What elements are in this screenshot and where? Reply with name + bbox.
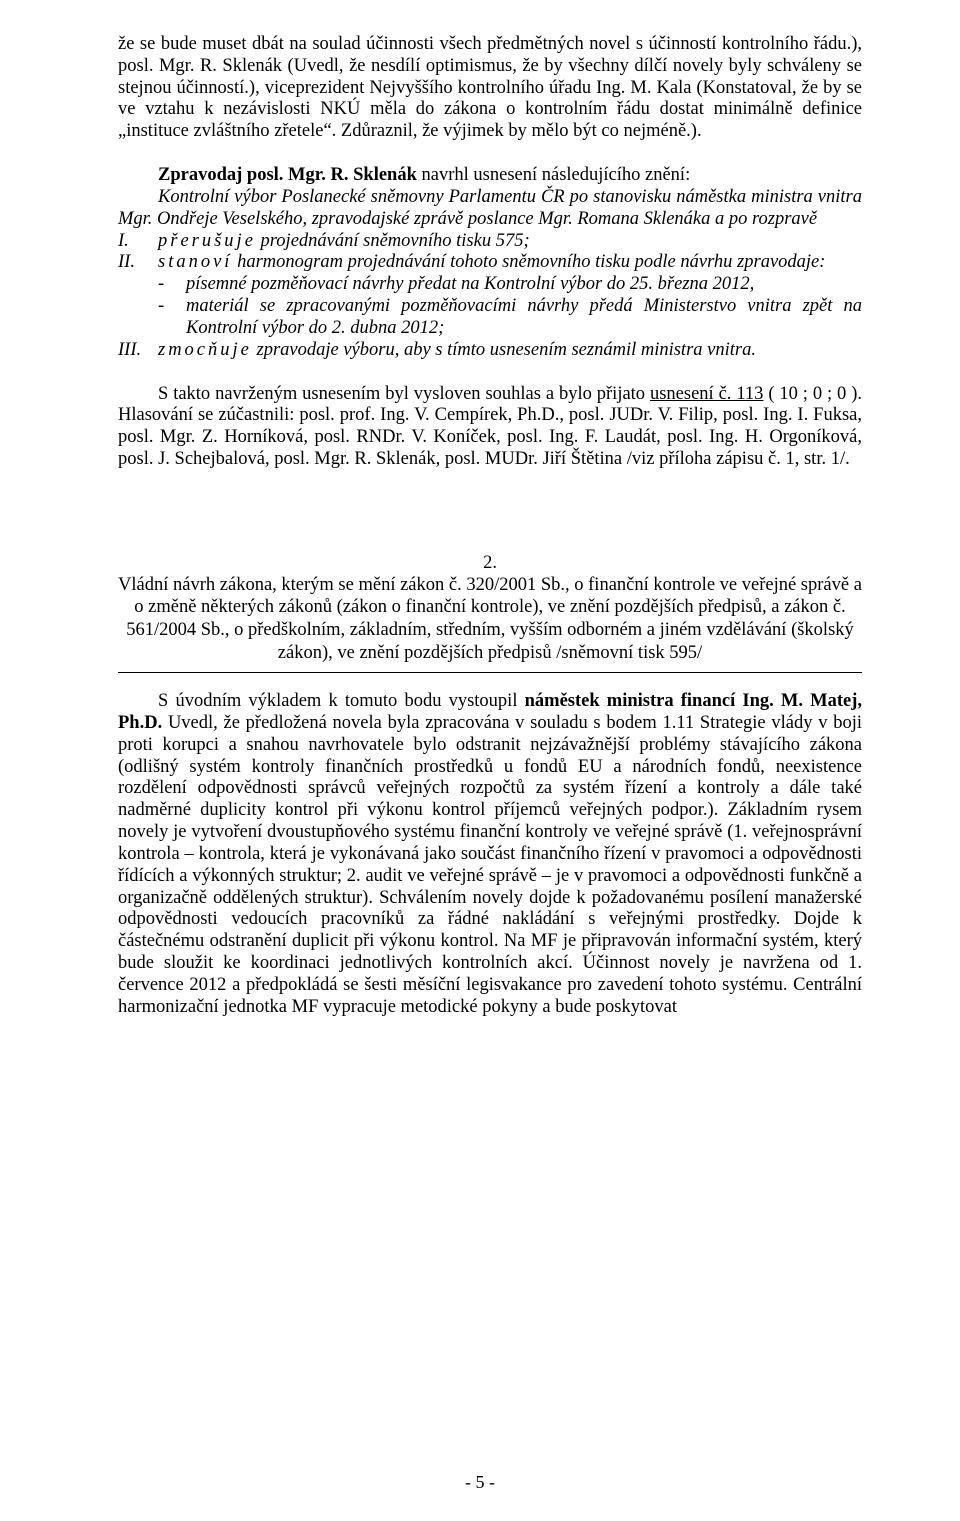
section-rule	[118, 672, 862, 673]
item-i-verb: přerušuje	[158, 231, 256, 251]
dash-icon: -	[158, 296, 186, 318]
zpravodaj-tail: navrhl usnesení následujícího znění:	[417, 165, 690, 185]
roman-ii: II.	[118, 252, 158, 274]
motion-item-i: I. přerušuje projednávání sněmovního tis…	[118, 231, 862, 253]
roman-iii: III.	[118, 340, 158, 362]
page-number: - 5 -	[0, 1472, 960, 1493]
section-2-title: Vládní návrh zákona, kterým se mění záko…	[118, 574, 862, 664]
item-iii-text: zpravodaje výboru, aby s tímto usnesením…	[252, 340, 756, 360]
bullet-1-text: písemné pozměňovací návrhy předat na Kon…	[186, 274, 862, 296]
bullet-2-text: materiál se zpracovanými pozměňovacími n…	[186, 296, 862, 340]
item-iii-body: zmocňuje zpravodaje výboru, aby s tímto …	[158, 340, 862, 362]
item-i-text: projednávání sněmovního tisku 575;	[256, 231, 530, 251]
item-iii-verb: zmocňuje	[158, 340, 252, 360]
motion-block: Zpravodaj posl. Mgr. R. Sklenák navrhl u…	[118, 165, 862, 361]
section-2-number: 2.	[118, 553, 862, 574]
dash-icon: -	[158, 274, 186, 296]
motion-item-ii-bullet-1: - písemné pozměňovací návrhy předat na K…	[158, 274, 862, 296]
adopt-lead: S takto navrženým usnesením byl vysloven…	[158, 384, 650, 404]
item-ii-verb: stanoví	[158, 252, 232, 272]
motion-item-iii: III. zmocňuje zpravodaje výboru, aby s t…	[118, 340, 862, 362]
zpravodaj-label: Zpravodaj posl. Mgr. R. Sklenák	[158, 165, 417, 185]
adoption-paragraph: S takto navrženým usnesením byl vysloven…	[118, 384, 862, 471]
adopt-us-label: usnesení č. 113	[650, 384, 763, 404]
motion-item-ii: II. stanoví harmonogram projednávání toh…	[118, 252, 862, 274]
item-ii-body: stanoví harmonogram projednávání tohoto …	[158, 252, 862, 274]
item-ii-text: harmonogram projednávání tohoto sněmovní…	[232, 252, 825, 272]
paragraph-1: že se bude muset dbát na soulad účinnost…	[118, 34, 862, 143]
motion-body: Kontrolní výbor Poslanecké sněmovny Parl…	[118, 187, 862, 231]
s2-lead: S úvodním výkladem k tomuto bodu vystoup…	[158, 691, 525, 711]
s2-body: Uvedl, že předložená novela byla zpracov…	[118, 713, 862, 1017]
section-2-paragraph-1: S úvodním výkladem k tomuto bodu vystoup…	[118, 691, 862, 1018]
motion-intro: Zpravodaj posl. Mgr. R. Sklenák navrhl u…	[118, 165, 862, 187]
page: že se bude muset dbát na soulad účinnost…	[0, 0, 960, 1521]
motion-item-ii-bullet-2: - materiál se zpracovanými pozměňovacími…	[158, 296, 862, 340]
roman-i: I.	[118, 231, 158, 253]
item-i-body: přerušuje projednávání sněmovního tisku …	[158, 231, 862, 253]
